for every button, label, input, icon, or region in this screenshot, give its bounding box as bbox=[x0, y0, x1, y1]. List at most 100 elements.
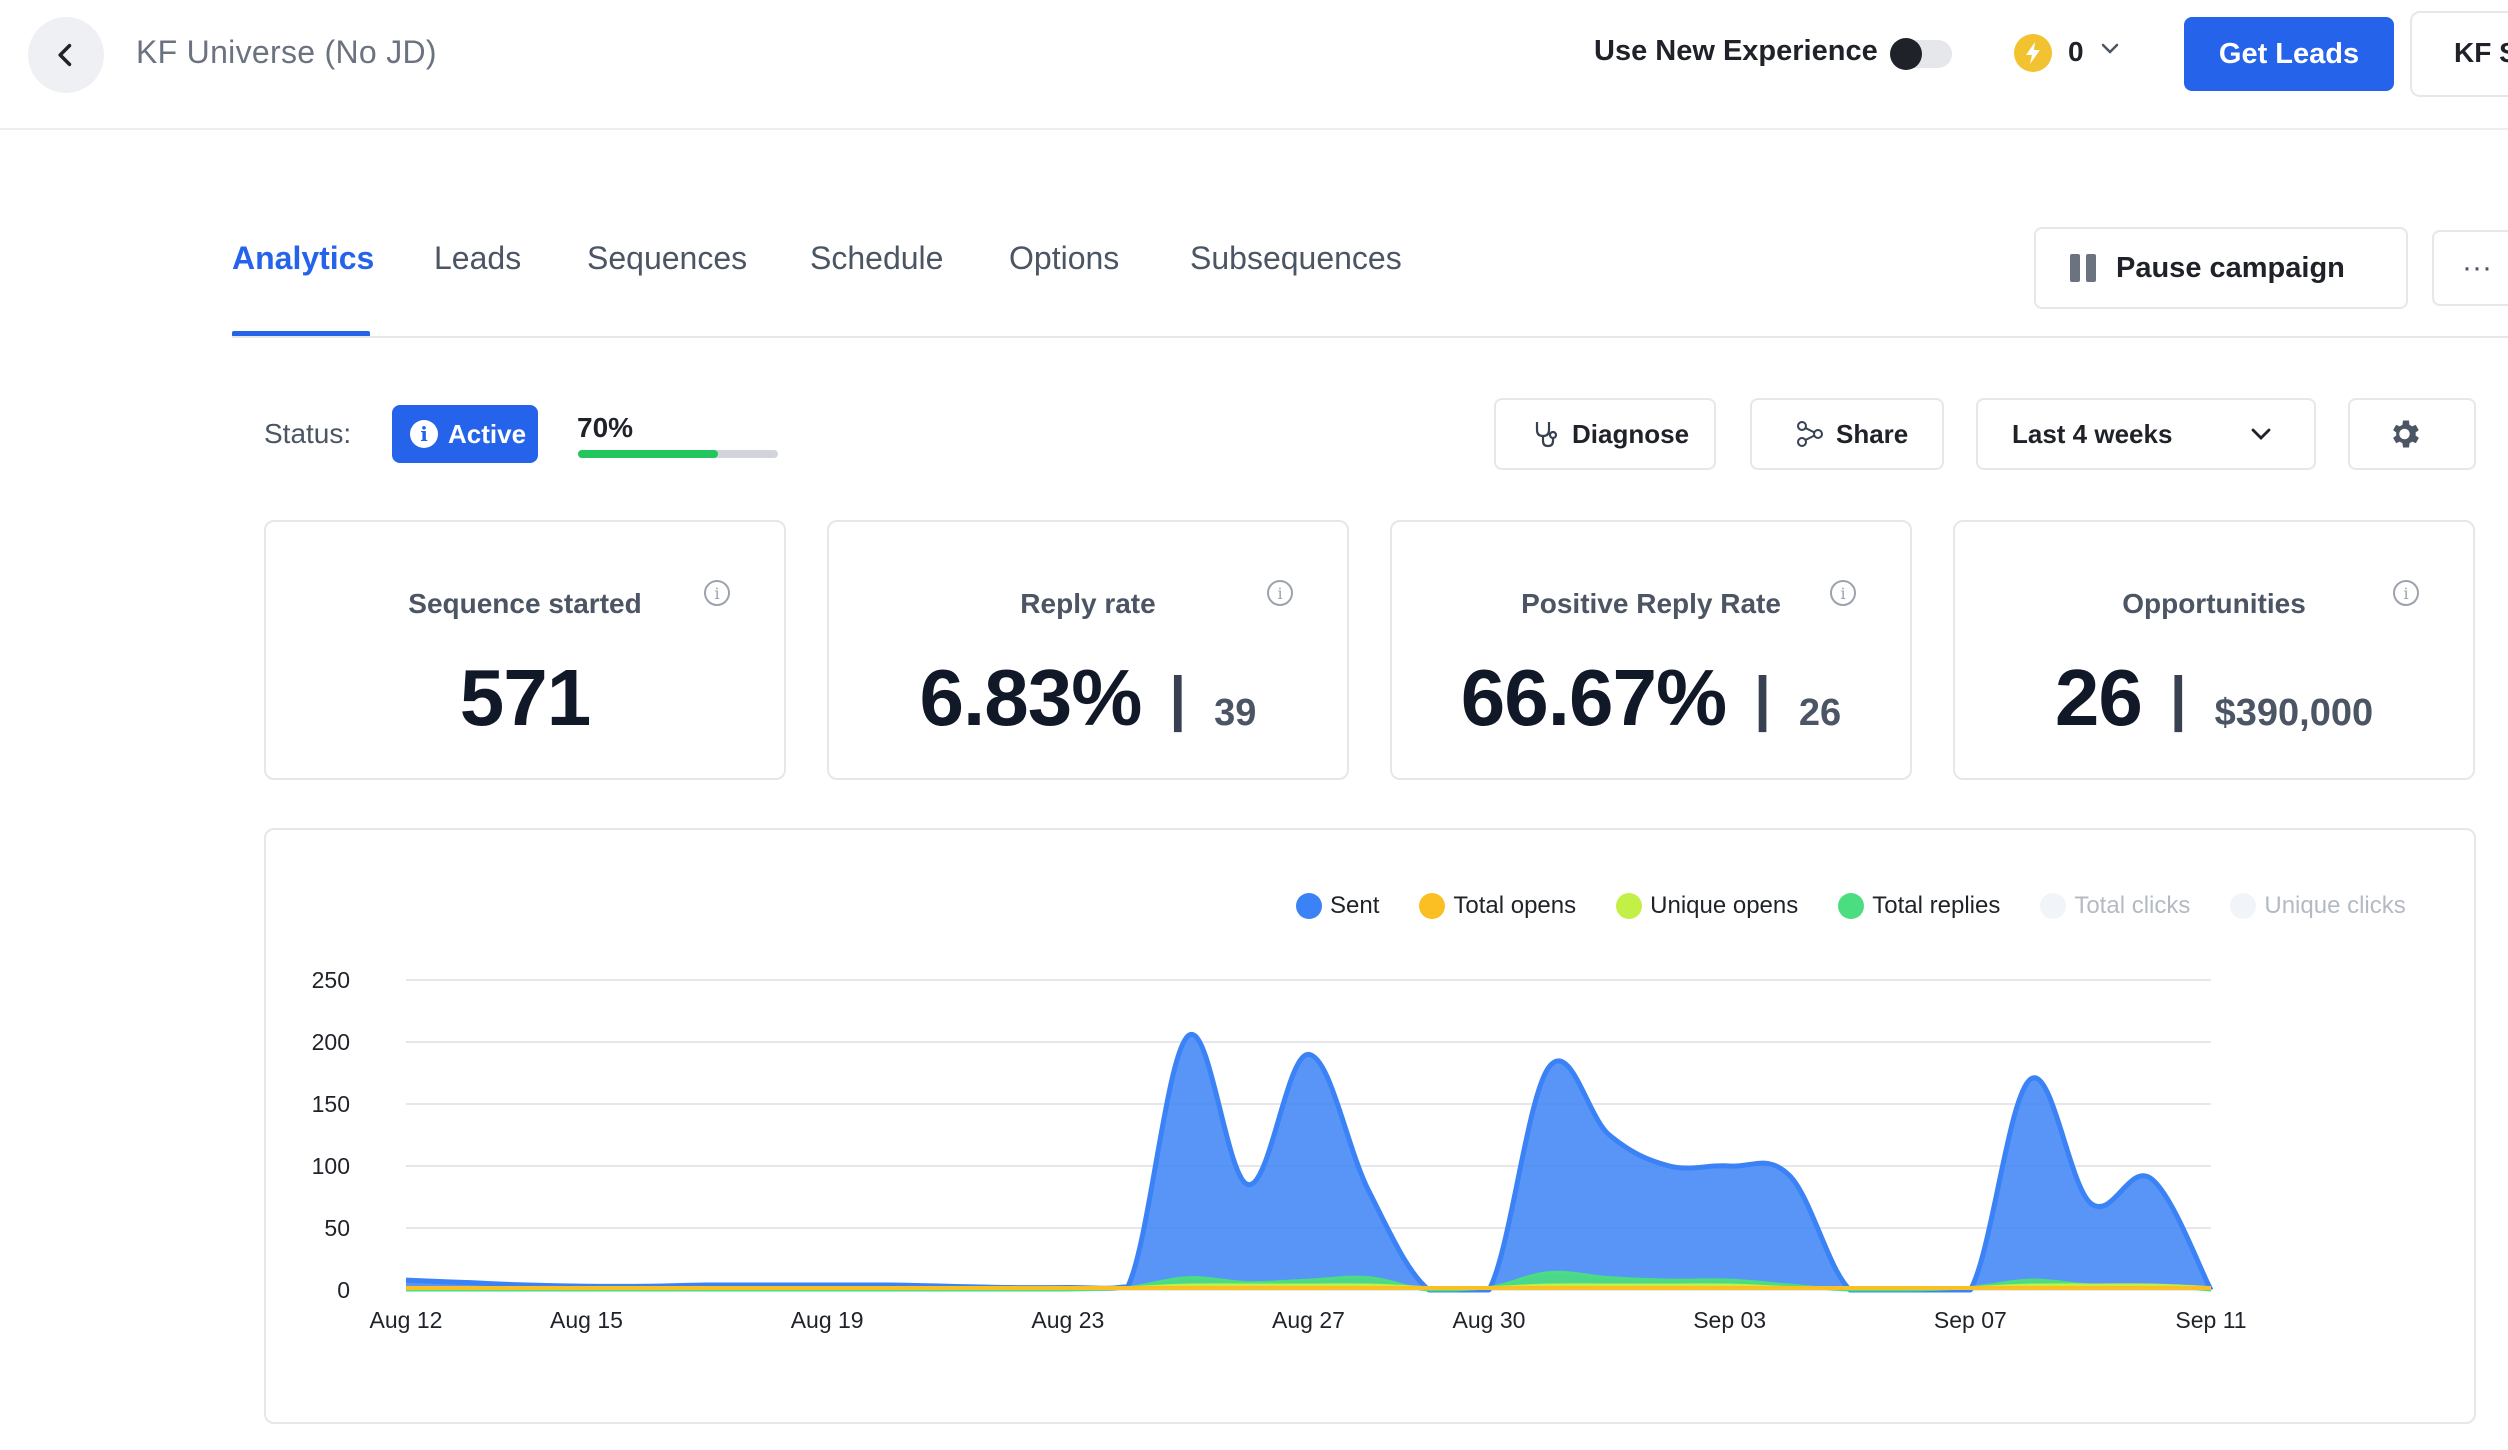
chevron-down-icon[interactable] bbox=[2100, 42, 2120, 61]
more-options-button[interactable]: ··· bbox=[2432, 230, 2508, 306]
x-tick-label: Sep 07 bbox=[1934, 1307, 2007, 1333]
stethoscope-icon bbox=[1535, 422, 1558, 448]
info-icon[interactable]: i bbox=[704, 580, 730, 606]
y-tick-label: 200 bbox=[312, 1029, 350, 1055]
legend-item-unique-opens[interactable]: Unique opens bbox=[1616, 892, 1798, 920]
legend-swatch bbox=[2040, 893, 2067, 919]
active-tab-indicator bbox=[232, 331, 370, 337]
tab-subsequences[interactable]: Subsequences bbox=[1190, 240, 1402, 276]
x-tick-label: Aug 23 bbox=[1031, 1307, 1104, 1333]
share-icon bbox=[1797, 421, 1823, 447]
new-experience-toggle[interactable] bbox=[1890, 38, 1952, 70]
progress-percent: 70% bbox=[577, 412, 634, 443]
lightning-credit-icon[interactable] bbox=[2014, 34, 2052, 72]
metric-title: Reply rate bbox=[1020, 588, 1156, 619]
legend-label: Total opens bbox=[1453, 892, 1577, 919]
info-icon: i bbox=[410, 420, 438, 448]
metric-secondary: 39 bbox=[1214, 692, 1257, 734]
x-tick-label: Aug 30 bbox=[1453, 1307, 1526, 1333]
legend-label: Total replies bbox=[1872, 892, 2001, 919]
settings-button[interactable] bbox=[2348, 398, 2476, 470]
chevron-left-icon bbox=[58, 43, 72, 67]
legend-item-total-opens[interactable]: Total opens bbox=[1419, 892, 1576, 920]
legend-item-unique-clicks[interactable]: Unique clicks bbox=[2230, 892, 2406, 920]
legend-swatch bbox=[1296, 893, 1322, 919]
chart-legend: Sent Total opens Unique opens Total repl… bbox=[1296, 892, 2446, 920]
y-tick-label: 0 bbox=[337, 1277, 350, 1303]
legend-label: Sent bbox=[1330, 892, 1380, 919]
diagnose-label: Diagnose bbox=[1572, 418, 1690, 449]
info-icon[interactable]: i bbox=[2393, 580, 2419, 606]
share-button[interactable]: Share bbox=[1750, 398, 1944, 470]
credits-count[interactable]: 0 bbox=[2068, 36, 2084, 67]
metric-card-positive-reply-rate: Positive Reply Rate i 66.67% | 26 bbox=[1390, 520, 1912, 780]
pause-icon bbox=[2070, 254, 2096, 282]
metric-secondary: $390,000 bbox=[2214, 692, 2374, 734]
page-title: KF Universe (No JD) bbox=[136, 34, 437, 70]
y-tick-label: 50 bbox=[324, 1215, 350, 1241]
x-tick-label: Sep 11 bbox=[2175, 1307, 2246, 1333]
metric-value-row: 571 bbox=[266, 652, 784, 744]
metric-value-row: 26 | $390,000 bbox=[1955, 652, 2473, 744]
x-tick-label: Aug 12 bbox=[370, 1307, 443, 1333]
metric-title: Opportunities bbox=[2122, 588, 2306, 619]
metric-separator: | bbox=[1754, 665, 1771, 732]
legend-swatch bbox=[1838, 893, 1865, 919]
pause-campaign-label: Pause campaign bbox=[2116, 251, 2345, 284]
legend-swatch bbox=[1616, 893, 1643, 919]
top-bar: KF Universe (No JD) Use New Experience 0… bbox=[0, 0, 2508, 130]
metric-card-reply-rate: Reply rate i 6.83% | 39 bbox=[827, 520, 1349, 780]
metric-secondary: 26 bbox=[1798, 692, 1842, 734]
share-label: Share bbox=[1836, 418, 1909, 449]
status-label: Status: bbox=[264, 418, 352, 449]
metric-value-row: 66.67% | 26 bbox=[1392, 652, 1910, 744]
legend-item-sent[interactable]: Sent bbox=[1296, 892, 1379, 920]
y-tick-label: 100 bbox=[312, 1153, 350, 1179]
metric-separator: | bbox=[2169, 665, 2187, 732]
info-icon[interactable]: i bbox=[1267, 580, 1293, 606]
legend-item-total-replies[interactable]: Total replies bbox=[1838, 892, 2000, 920]
status-badge-label: Active bbox=[448, 418, 527, 449]
x-tick-label: Aug 27 bbox=[1272, 1307, 1345, 1333]
new-experience-label: Use New Experience bbox=[1594, 35, 1878, 67]
metric-title: Sequence started bbox=[408, 588, 642, 619]
legend-label: Total clicks bbox=[2074, 892, 2191, 919]
metric-value-row: 6.83% | 39 bbox=[829, 652, 1347, 744]
date-range-select[interactable]: Last 4 weeks bbox=[1976, 398, 2316, 470]
tab-leads[interactable]: Leads bbox=[434, 240, 522, 276]
progress-bar-fill bbox=[578, 450, 718, 458]
status-badge[interactable]: i Active bbox=[392, 405, 538, 463]
legend-label: Unique opens bbox=[1650, 892, 1799, 919]
area-sent bbox=[406, 1034, 2211, 1290]
metric-title: Positive Reply Rate bbox=[1521, 588, 1781, 619]
workspace-button[interactable]: KF S bbox=[2410, 11, 2508, 97]
x-tick-label: Aug 19 bbox=[791, 1307, 864, 1333]
metric-value: 6.83% bbox=[919, 653, 1143, 742]
tab-schedule[interactable]: Schedule bbox=[810, 240, 944, 276]
y-tick-label: 150 bbox=[312, 1091, 350, 1117]
legend-swatch bbox=[1419, 893, 1446, 919]
gear-icon bbox=[2393, 420, 2419, 448]
metric-value: 66.67% bbox=[1460, 653, 1727, 742]
tab-options[interactable]: Options bbox=[1009, 240, 1120, 276]
metric-card-opportunities: Opportunities i 26 | $390,000 bbox=[1953, 520, 2475, 780]
metric-separator: | bbox=[1169, 665, 1187, 732]
tab-sequences[interactable]: Sequences bbox=[587, 240, 748, 276]
legend-label: Unique clicks bbox=[2264, 892, 2406, 919]
x-tick-label: Aug 15 bbox=[550, 1307, 623, 1333]
metric-value: 26 bbox=[2054, 653, 2143, 742]
date-range-value: Last 4 weeks bbox=[2012, 418, 2173, 449]
tabs-divider bbox=[232, 336, 2508, 338]
info-icon[interactable]: i bbox=[1830, 580, 1856, 606]
pause-campaign-button[interactable]: Pause campaign bbox=[2034, 227, 2408, 309]
legend-item-total-clicks[interactable]: Total clicks bbox=[2040, 892, 2190, 920]
tab-analytics[interactable]: Analytics bbox=[232, 240, 375, 276]
area-chart: 0 50 100 150 200 250 Aug 12 Aug 15 Aug 19 Aug 23 A… bbox=[312, 967, 2247, 1333]
get-leads-button[interactable]: Get Leads bbox=[2184, 17, 2394, 91]
back-button[interactable] bbox=[28, 17, 104, 93]
progress-bar bbox=[578, 450, 778, 458]
chevron-down-icon bbox=[2251, 428, 2271, 440]
y-tick-label: 250 bbox=[312, 967, 350, 993]
diagnose-button[interactable]: Diagnose bbox=[1494, 398, 1716, 470]
metric-value: 571 bbox=[459, 653, 591, 742]
